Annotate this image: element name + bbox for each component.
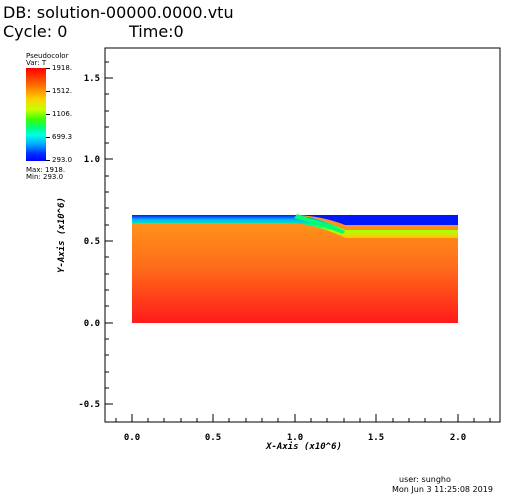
colorbar-label-min: 293.0 — [52, 156, 73, 164]
colorbar-tick — [46, 114, 50, 115]
x-tick-label: 2.0 — [450, 433, 466, 443]
x-tick-label: 1.5 — [368, 433, 384, 443]
colorbar-label: 1106. — [52, 110, 73, 118]
colorbar-tick — [46, 91, 50, 92]
surface-boundary — [132, 215, 458, 225]
legend-max: Max: 1918. — [26, 166, 66, 174]
y-tick-label: 0.5 — [84, 237, 100, 247]
x-tick-label: 0.5 — [205, 433, 221, 443]
colorbar-tick — [46, 137, 50, 138]
colorbar-tick — [46, 68, 50, 69]
subducting-slab — [294, 214, 345, 234]
y-tick-label: 1.5 — [84, 74, 100, 84]
x-axis-label: X-Axis (x10^6) — [265, 441, 342, 452]
colorbar-label: 1512. — [52, 87, 73, 95]
plot-frame — [104, 47, 501, 423]
y-tick-label: 1.0 — [84, 155, 100, 165]
x-tick-label: 1.0 — [287, 433, 303, 443]
footer-date: Mon Jun 3 11:25:08 2019 — [392, 485, 493, 494]
cycle-label: Cycle: 0 — [3, 22, 68, 41]
colorbar — [26, 68, 46, 161]
legend-min: Min: 293.0 — [26, 173, 64, 181]
y-axis-ticks — [105, 61, 113, 405]
footer-user: user: sungho — [399, 475, 451, 484]
time-label: Time:0 — [129, 22, 184, 41]
y-tick-label: 0.0 — [84, 319, 100, 329]
thermal-boundary-layer — [132, 215, 458, 238]
x-tick-label: 0.0 — [124, 433, 140, 443]
colorbar-label: 699.3 — [52, 133, 73, 141]
legend-variable: Var: T — [26, 59, 47, 67]
colorbar-label-max: 1918. — [52, 64, 73, 72]
y-axis-label: Y-Axis (x10^6) — [56, 197, 67, 273]
colorbar-tick — [46, 160, 50, 161]
y-tick-label: -0.5 — [78, 400, 100, 410]
legend-title: Pseudocolor — [26, 52, 69, 60]
database-title: DB: solution-00000.0000.vtu — [3, 3, 234, 22]
x-axis-ticks — [115, 414, 491, 422]
